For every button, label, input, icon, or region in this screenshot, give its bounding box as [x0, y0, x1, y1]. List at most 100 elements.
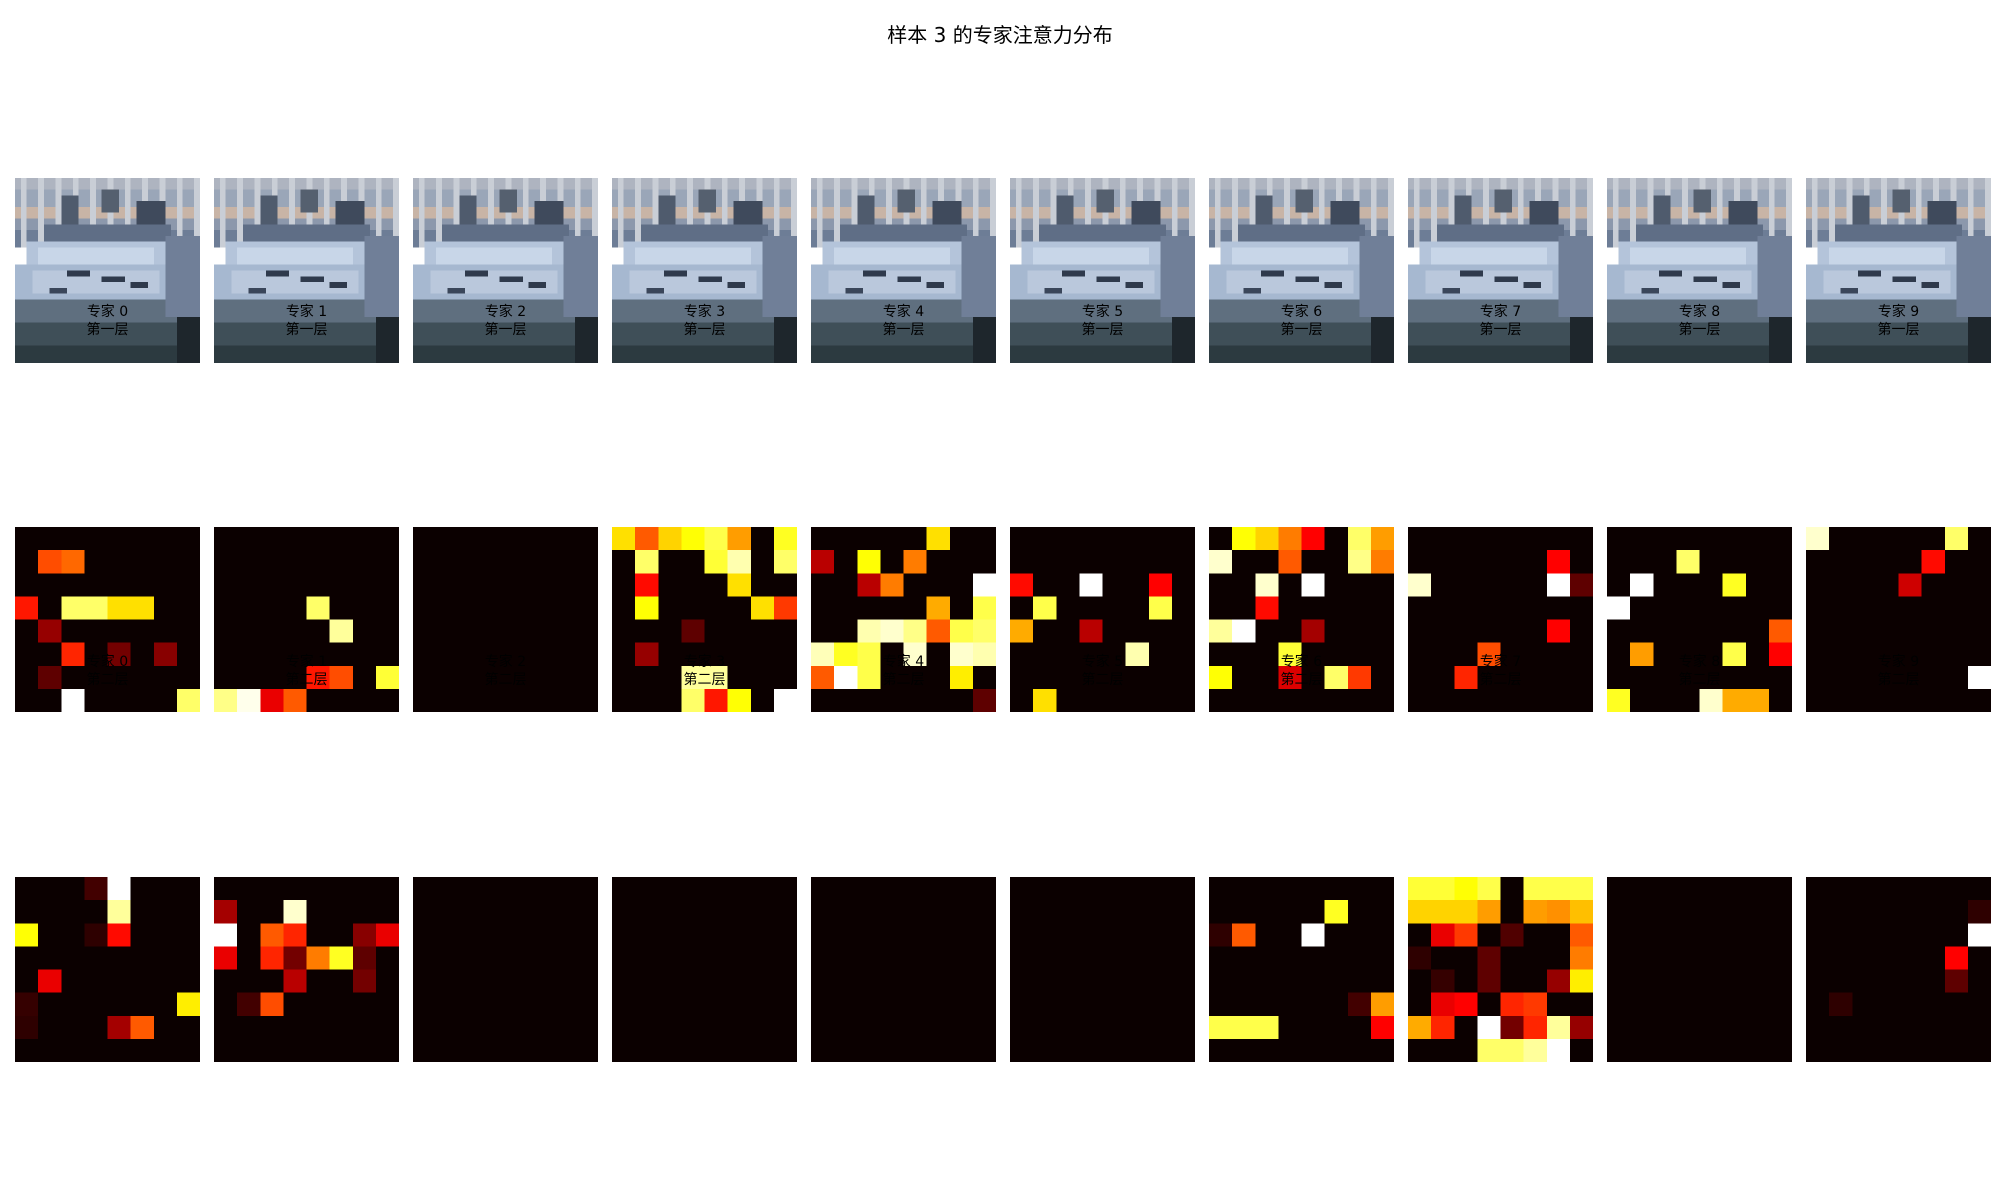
heatmap-cell	[38, 1038, 62, 1062]
heatmap-cell	[1255, 573, 1279, 597]
heatmap-cell	[1324, 1038, 1349, 1062]
heatmap-cell	[237, 1015, 261, 1040]
heatmap-cell	[1898, 923, 1923, 947]
heatmap-cell	[1546, 877, 1571, 901]
heatmap	[1010, 877, 1195, 1062]
heatmap-cell	[482, 877, 506, 901]
expert-heatmap	[1010, 527, 1195, 712]
heatmap-cell	[283, 992, 307, 1017]
heatmap-cell	[949, 642, 974, 667]
heatmap-cell	[1875, 923, 1899, 947]
heatmap-cell	[1967, 688, 1991, 712]
heatmap-cell	[681, 688, 705, 712]
heatmap-cell	[681, 969, 705, 994]
heatmap-cell	[375, 688, 399, 712]
heatmap-cell	[459, 923, 483, 947]
heatmap-cell	[972, 550, 996, 574]
heatmap-cell	[528, 596, 553, 620]
heatmap-cell	[436, 1038, 460, 1062]
heatmap-cell	[1745, 1015, 1770, 1040]
heatmap-cell	[1056, 1015, 1080, 1040]
heatmap-cell	[1102, 665, 1127, 690]
heatmap-cell	[949, 900, 974, 924]
heatmap-cell	[1301, 665, 1326, 690]
heatmap-cell	[1370, 596, 1394, 620]
heatmap-cell	[857, 573, 881, 597]
heatmap-cell	[1806, 619, 1830, 644]
heatmap-cell	[352, 877, 377, 901]
heatmap-cell	[283, 688, 307, 712]
heatmap-cell	[1944, 665, 1969, 690]
heatmap-cell	[153, 665, 178, 690]
heatmap-cell	[834, 969, 858, 994]
heatmap-cell	[1408, 900, 1432, 924]
heatmap-cell	[1523, 573, 1548, 597]
heatmap-cell	[413, 900, 437, 924]
heatmap-cell	[1255, 923, 1279, 947]
heatmap-cell	[1454, 527, 1478, 551]
heatmap-cell	[1079, 550, 1103, 574]
heatmap-cell	[1010, 642, 1034, 667]
heatmap-cell	[1500, 969, 1525, 994]
heatmap-cell	[1967, 642, 1991, 667]
heatmap-cell	[1347, 573, 1372, 597]
heatmap-cell	[1079, 573, 1103, 597]
heatmap-cell	[1722, 642, 1747, 667]
heatmap-cell	[237, 923, 261, 947]
heatmap-cell	[681, 596, 705, 620]
heatmap-cell	[352, 992, 377, 1017]
heatmap-cell	[1944, 946, 1969, 970]
heatmap-cell	[413, 573, 437, 597]
heatmap-cell	[926, 665, 951, 690]
heatmap-cell	[1898, 665, 1923, 690]
heatmap-cell	[1898, 573, 1923, 597]
heatmap-cell	[1523, 550, 1548, 574]
heatmap-cell	[1500, 923, 1525, 947]
heatmap-cell	[1301, 969, 1326, 994]
heatmap-cell	[528, 688, 553, 712]
heatmap-cell	[1806, 923, 1830, 947]
heatmap-cell	[1569, 619, 1593, 644]
heatmap-cell	[1921, 573, 1946, 597]
heatmap-cell	[1944, 642, 1969, 667]
heatmap-cell	[635, 946, 659, 970]
heatmap-cell	[1829, 992, 1853, 1017]
heatmap-cell	[681, 527, 705, 551]
heatmap-cell	[857, 923, 881, 947]
heatmap-cell	[130, 527, 155, 551]
heatmap-cell	[1324, 527, 1349, 551]
heatmap-cell	[1967, 596, 1991, 620]
heatmap-cell	[1630, 619, 1654, 644]
heatmap-cell	[612, 550, 636, 574]
heatmap-cell	[551, 992, 576, 1017]
heatmap-cell	[1431, 946, 1455, 970]
heatmap-cell	[1033, 550, 1057, 574]
heatmap-cell	[1431, 527, 1455, 551]
heatmap-cell	[1806, 877, 1830, 901]
heatmap-cell	[1477, 642, 1501, 667]
heatmap-cell	[727, 1038, 752, 1062]
heatmap-cell	[727, 688, 752, 712]
heatmap-cell	[153, 1038, 178, 1062]
heatmap-cell	[857, 1015, 881, 1040]
heatmap-cell	[551, 642, 576, 667]
heatmap-cell	[459, 596, 483, 620]
heatmap-cell	[1370, 969, 1394, 994]
heatmap-cell	[352, 1038, 377, 1062]
heatmap-cell	[1209, 642, 1233, 667]
heatmap-cell	[811, 900, 835, 924]
heatmap-cell	[635, 550, 659, 574]
heatmap-cell	[1056, 596, 1080, 620]
heatmap-cell	[1500, 550, 1525, 574]
heatmap-cell	[283, 1015, 307, 1040]
heatmap-cell	[880, 688, 904, 712]
heatmap-cell	[1033, 992, 1057, 1017]
heatmap-cell	[482, 969, 506, 994]
heatmap-cell	[482, 573, 506, 597]
heatmap-cell	[1569, 527, 1593, 551]
heatmap-cell	[704, 596, 729, 620]
heatmap-cell	[551, 573, 576, 597]
heatmap-cell	[1722, 573, 1747, 597]
heatmap-cell	[811, 596, 835, 620]
heatmap-cell	[704, 642, 729, 667]
